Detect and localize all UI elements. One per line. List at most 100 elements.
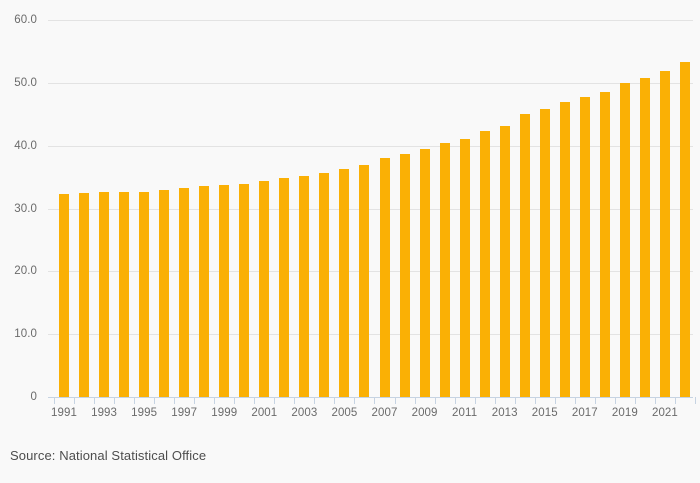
x-tick-label: 2005 xyxy=(331,407,358,419)
bar xyxy=(339,168,350,397)
y-tick-label: 60.0 xyxy=(14,14,37,26)
x-tick xyxy=(194,397,196,404)
x-tick xyxy=(274,397,276,404)
gridline xyxy=(48,271,693,273)
x-tick xyxy=(674,397,676,404)
bar xyxy=(139,191,150,397)
x-tick-label: 1991 xyxy=(51,407,77,419)
bar xyxy=(399,153,410,397)
bar xyxy=(319,172,330,397)
bar xyxy=(519,114,530,397)
x-tick xyxy=(594,397,596,404)
x-tick xyxy=(394,397,396,404)
y-tick-label: 30.0 xyxy=(14,202,37,215)
bar xyxy=(299,176,310,397)
y-axis: 60.0 50.0 40.0 30.0 20.0 10.0 0 xyxy=(0,14,44,403)
x-tick-label: 1997 xyxy=(171,407,198,419)
bar xyxy=(539,109,550,397)
bar xyxy=(579,97,590,397)
x-tick xyxy=(214,397,216,404)
bar xyxy=(179,187,190,397)
x-tick xyxy=(94,397,96,404)
bar xyxy=(119,192,130,397)
x-tick-label: 2003 xyxy=(291,407,318,419)
gridline xyxy=(48,20,693,21)
x-tick-label: 2013 xyxy=(491,407,518,419)
x-tick xyxy=(434,397,436,404)
x-tick-label: 2021 xyxy=(651,407,678,419)
x-tick xyxy=(334,397,336,404)
x-tick-label: 2019 xyxy=(611,407,638,419)
x-axis: 1991 1993 1995 1997 1999 2001 2003 2005 2007 2009… xyxy=(48,397,696,427)
bar xyxy=(279,178,290,397)
x-tick xyxy=(314,397,316,404)
bar xyxy=(79,193,90,397)
x-tick xyxy=(54,397,55,404)
bar xyxy=(239,184,250,397)
y-tick-label: 50.0 xyxy=(14,76,37,89)
source-note: Source: National Statistical Office xyxy=(10,448,207,463)
x-tick xyxy=(154,397,156,404)
x-tick xyxy=(554,397,556,404)
bar xyxy=(479,131,490,397)
x-tick-label: 2011 xyxy=(452,407,478,419)
x-tick xyxy=(694,397,696,404)
x-tick-label: 1999 xyxy=(211,407,238,419)
x-axis-line xyxy=(48,397,693,398)
x-tick-label: 2017 xyxy=(571,407,598,419)
gridline xyxy=(48,334,693,336)
bar xyxy=(159,190,170,397)
gridline xyxy=(48,82,693,84)
y-tick-label: 10.0 xyxy=(14,328,37,341)
x-tick xyxy=(494,397,496,404)
x-tick xyxy=(354,397,356,404)
x-tick xyxy=(614,397,616,404)
bar xyxy=(459,139,470,397)
x-tick xyxy=(414,397,416,404)
x-tick-label: 2001 xyxy=(251,407,278,419)
bar xyxy=(419,148,430,397)
x-tick xyxy=(174,397,176,404)
x-tick-label: 2015 xyxy=(531,407,558,419)
x-tick xyxy=(534,397,536,404)
bar xyxy=(219,184,230,397)
bar xyxy=(599,92,610,397)
x-tick xyxy=(454,397,456,404)
bar xyxy=(439,142,450,397)
gridline xyxy=(48,208,693,210)
bar xyxy=(199,185,210,397)
bar xyxy=(259,180,270,397)
y-tick-label: 0 xyxy=(30,391,37,403)
y-tick-label: 20.0 xyxy=(14,265,37,278)
x-tick xyxy=(254,397,256,404)
bar xyxy=(59,194,69,397)
x-tick xyxy=(474,397,476,404)
bar xyxy=(499,125,510,397)
y-tick-label: 40.0 xyxy=(14,139,37,152)
x-tick xyxy=(294,397,296,404)
x-tick-label: 2009 xyxy=(411,407,438,419)
gridline xyxy=(48,145,693,147)
bar xyxy=(659,70,670,397)
x-tick-label: 2007 xyxy=(371,407,398,419)
bar-series xyxy=(48,20,693,397)
bar xyxy=(559,102,570,397)
x-tick xyxy=(634,397,636,404)
x-tick xyxy=(574,397,576,404)
x-tick xyxy=(134,397,136,404)
bar xyxy=(619,83,630,397)
x-tick xyxy=(114,397,116,404)
bar xyxy=(639,77,650,397)
x-tick-label: 1993 xyxy=(91,407,118,419)
x-tick xyxy=(74,397,76,404)
x-tick xyxy=(234,397,236,404)
bar xyxy=(379,158,390,397)
x-tick-label: 1995 xyxy=(131,407,158,419)
x-tick xyxy=(654,397,656,404)
bar xyxy=(359,165,370,397)
bar xyxy=(99,192,110,397)
plot-area xyxy=(48,20,693,398)
x-tick xyxy=(514,397,516,404)
x-tick xyxy=(374,397,376,404)
